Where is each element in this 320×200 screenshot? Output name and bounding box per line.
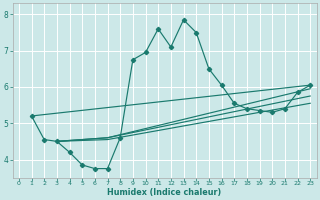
X-axis label: Humidex (Indice chaleur): Humidex (Indice chaleur) <box>108 188 222 197</box>
